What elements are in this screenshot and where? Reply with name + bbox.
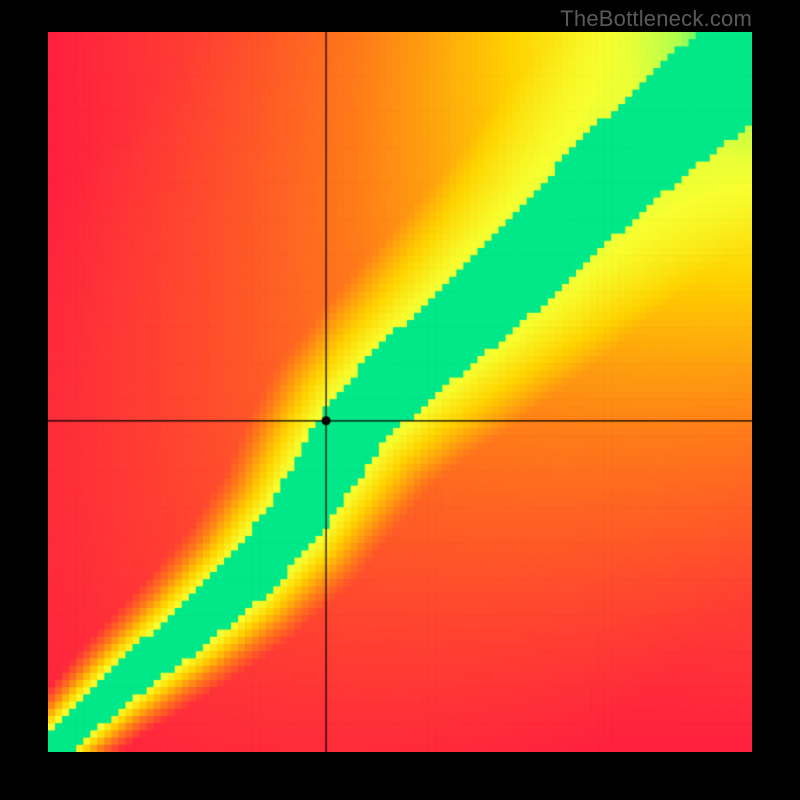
heatmap-plot [48,32,752,752]
chart-container: TheBottleneck.com [0,0,800,800]
watermark-text: TheBottleneck.com [560,6,752,32]
